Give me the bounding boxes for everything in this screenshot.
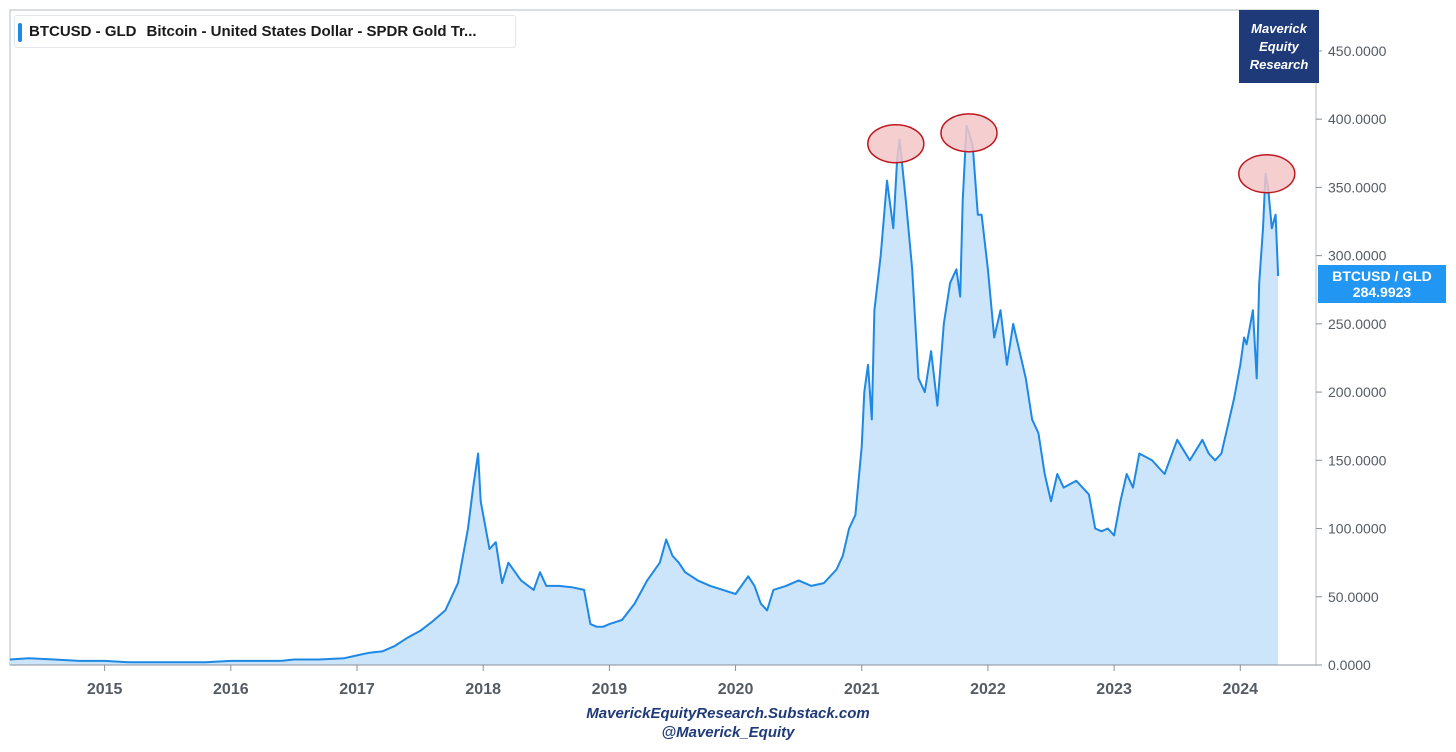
y-tick-label: 400.0000 [1328, 111, 1387, 127]
y-tick-label: 200.0000 [1328, 384, 1387, 400]
x-tick-label: 2018 [465, 681, 501, 698]
y-axis: 0.0000 50.0000 100.0000 150.0000 200.0000 250… [1316, 43, 1387, 673]
price-tag-value: 284.9923 [1352, 284, 1412, 300]
y-tick-label: 250.0000 [1328, 316, 1387, 332]
x-tick-label: 2015 [87, 681, 123, 698]
y-tick-label: 350.0000 [1328, 179, 1387, 195]
brand-line-1: Maverick [1251, 20, 1307, 36]
series-area-fill [10, 126, 1279, 665]
y-tick-label: 150.0000 [1328, 452, 1387, 468]
price-tag-label: BTCUSD / GLD [1332, 268, 1432, 284]
footer-site: MaverickEquityResearch.Substack.com [586, 705, 870, 722]
brand-logo: Maverick Equity Research [1239, 10, 1319, 83]
x-tick-label: 2023 [1096, 681, 1132, 698]
peak-highlight-1 [867, 123, 925, 164]
area-fill-group [10, 126, 1279, 665]
series-line [9, 125, 1280, 664]
x-tick-label: 2021 [844, 681, 880, 698]
x-tick-label: 2016 [213, 681, 249, 698]
x-tick-label: 2024 [1222, 681, 1258, 698]
x-axis: 2015 2016 2017 2018 2019 2020 2021 2022 2023 2024 [87, 665, 1258, 698]
peak-highlights [867, 113, 1296, 194]
legend-swatch [18, 23, 22, 42]
y-tick-label: 300.0000 [1328, 248, 1387, 264]
x-tick-label: 2020 [718, 681, 754, 698]
last-price-tag: BTCUSD / GLD 284.9923 [1318, 265, 1446, 303]
brand-line-2: Equity [1259, 38, 1299, 54]
legend-symbol: BTCUSD - GLD [29, 23, 137, 40]
legend[interactable]: BTCUSD - GLD Bitcoin - United States Doll… [14, 15, 516, 48]
y-tick-label: 100.0000 [1328, 521, 1387, 537]
x-tick-label: 2019 [592, 681, 628, 698]
x-tick-label: 2017 [339, 681, 375, 698]
series-line-group [9, 125, 1280, 664]
y-tick-label: 450.0000 [1328, 43, 1387, 59]
x-tick-label: 2022 [970, 681, 1006, 698]
brand-line-3: Research [1249, 56, 1309, 72]
legend-description: Bitcoin - United States Dollar - SPDR Go… [146, 23, 477, 40]
legend-label: BTCUSD - GLD Bitcoin - United States Doll… [29, 23, 477, 40]
peak-highlight-2 [940, 113, 998, 153]
peak-highlight-3 [1238, 154, 1296, 194]
y-tick-label: 0.0000 [1328, 657, 1371, 673]
footer-handle: @Maverick_Equity [661, 724, 795, 741]
y-tick-label: 50.0000 [1328, 589, 1379, 605]
